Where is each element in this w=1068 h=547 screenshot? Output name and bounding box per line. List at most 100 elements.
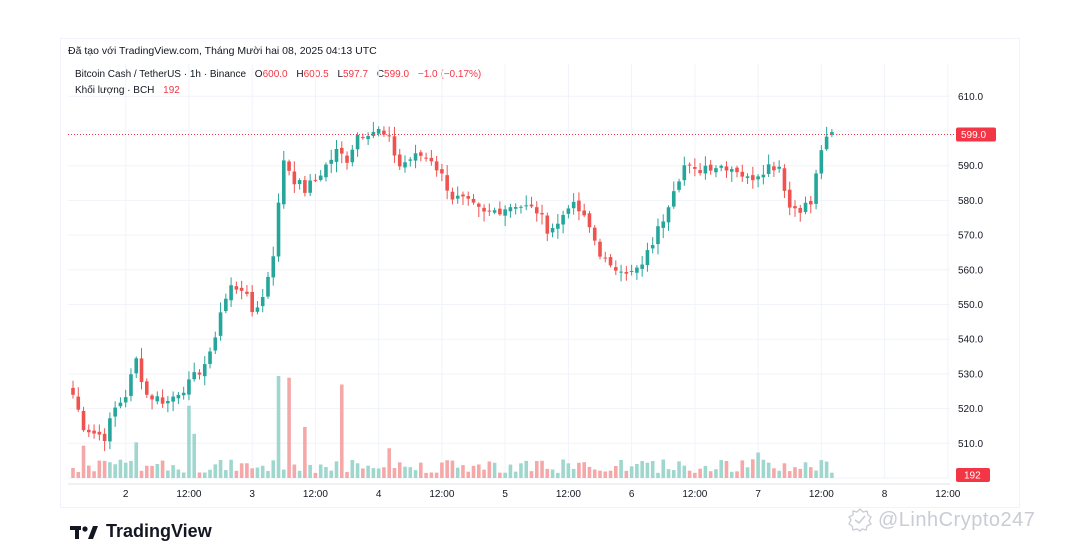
candle (376, 128, 381, 134)
volume-bar (814, 470, 818, 478)
volume-bar (197, 472, 202, 478)
candle (714, 168, 718, 173)
volume-bar (534, 461, 539, 478)
x-tick-label: 4 (376, 489, 382, 500)
candle (550, 227, 555, 233)
candle (334, 148, 339, 162)
candle (424, 157, 428, 159)
candle (123, 397, 128, 403)
candle (266, 276, 270, 297)
candle (355, 135, 360, 150)
candle (450, 191, 455, 200)
candle (650, 245, 655, 249)
volume-bar (361, 468, 365, 478)
x-tick-label: 12:00 (176, 489, 201, 500)
y-tick-label: 580.0 (958, 196, 983, 207)
y-tick-label: 610.0 (958, 92, 983, 103)
volume-bar (218, 460, 223, 478)
volume-bar (650, 461, 655, 478)
volume-bar (466, 471, 471, 478)
candle (171, 396, 175, 402)
volume-bar (392, 468, 397, 478)
candle (830, 132, 834, 135)
volume-bar (666, 469, 671, 478)
volume-bar (719, 460, 724, 478)
brand-name: TradingView (106, 521, 212, 541)
volume-bar (635, 463, 639, 478)
candle (677, 181, 681, 190)
candle (766, 164, 771, 174)
volume-bar (266, 470, 270, 478)
watermark-badge-icon (848, 508, 872, 532)
candle (229, 285, 233, 301)
volume-bar (708, 471, 713, 478)
candle (761, 174, 766, 178)
candle (324, 164, 328, 178)
candle (366, 136, 370, 140)
candle (318, 175, 323, 180)
candle (255, 307, 260, 312)
volume-bar (176, 469, 181, 478)
candle (129, 374, 133, 396)
candle (656, 226, 660, 245)
volume-bar (292, 464, 297, 478)
candle (698, 170, 702, 174)
candle (476, 203, 481, 207)
candle (461, 194, 465, 197)
volume-bar (661, 459, 666, 478)
volume-bar (471, 465, 476, 478)
candle (113, 407, 117, 417)
x-tick-label: 5 (502, 489, 508, 500)
volume-bar (208, 469, 212, 478)
volume-bar (603, 471, 608, 478)
volume-bar (503, 472, 507, 478)
volume-bar (445, 460, 449, 478)
volume-bar (687, 470, 692, 478)
candle (498, 208, 502, 215)
time-axis[interactable]: 2 12:00 3 12:00 4 12:00 5 12:00 6 12:00 7 12:00 8 12:… (123, 489, 961, 500)
volume-bar (698, 468, 702, 478)
y-tick-label: 570.0 (958, 231, 983, 242)
candle (202, 364, 207, 377)
volume-bar (519, 463, 523, 478)
candle (645, 250, 650, 266)
volume-bar (202, 472, 207, 478)
candle (603, 257, 608, 259)
tradingview-logo[interactable]: TradingView (70, 521, 212, 542)
volume-bar (703, 465, 708, 478)
x-tick-label: 12:00 (556, 489, 581, 500)
candle (176, 394, 181, 399)
candle (218, 312, 223, 336)
volume-bar (608, 470, 613, 478)
x-tick-label: 12:00 (429, 489, 454, 500)
candle (708, 164, 713, 171)
volume-bar (102, 460, 107, 478)
candle (392, 136, 397, 156)
last-price-badge: 599.0 (956, 127, 996, 142)
volume-bar (524, 460, 529, 478)
volume-bar (213, 464, 218, 478)
price-axis[interactable]: 610.0600.0590.0580.0570.0560.0550.0540.0… (958, 92, 983, 485)
candle (740, 171, 745, 177)
volume-bar (308, 464, 312, 478)
volume-label[interactable]: Khối lượng · BCH (75, 85, 155, 96)
candle (719, 165, 724, 168)
candle (92, 430, 96, 434)
candle (824, 136, 829, 150)
volume-bar (545, 468, 550, 478)
volume-bar (656, 472, 660, 478)
y-tick-label: 540.0 (958, 335, 983, 346)
candle (798, 208, 803, 213)
volume-bar (693, 472, 697, 478)
symbol-label[interactable]: Bitcoin Cash / TetherUS · 1h · Binance (75, 69, 247, 80)
candle (682, 165, 687, 181)
volume-bar (645, 462, 650, 478)
volume-legend: Khối lượng · BCH 192 (75, 85, 180, 96)
volume-bar (487, 461, 492, 478)
volume-bar (482, 469, 486, 478)
close-key: C (376, 69, 385, 80)
volume-bar (640, 461, 644, 478)
candle (629, 270, 634, 272)
chart-frame (60, 38, 1020, 508)
